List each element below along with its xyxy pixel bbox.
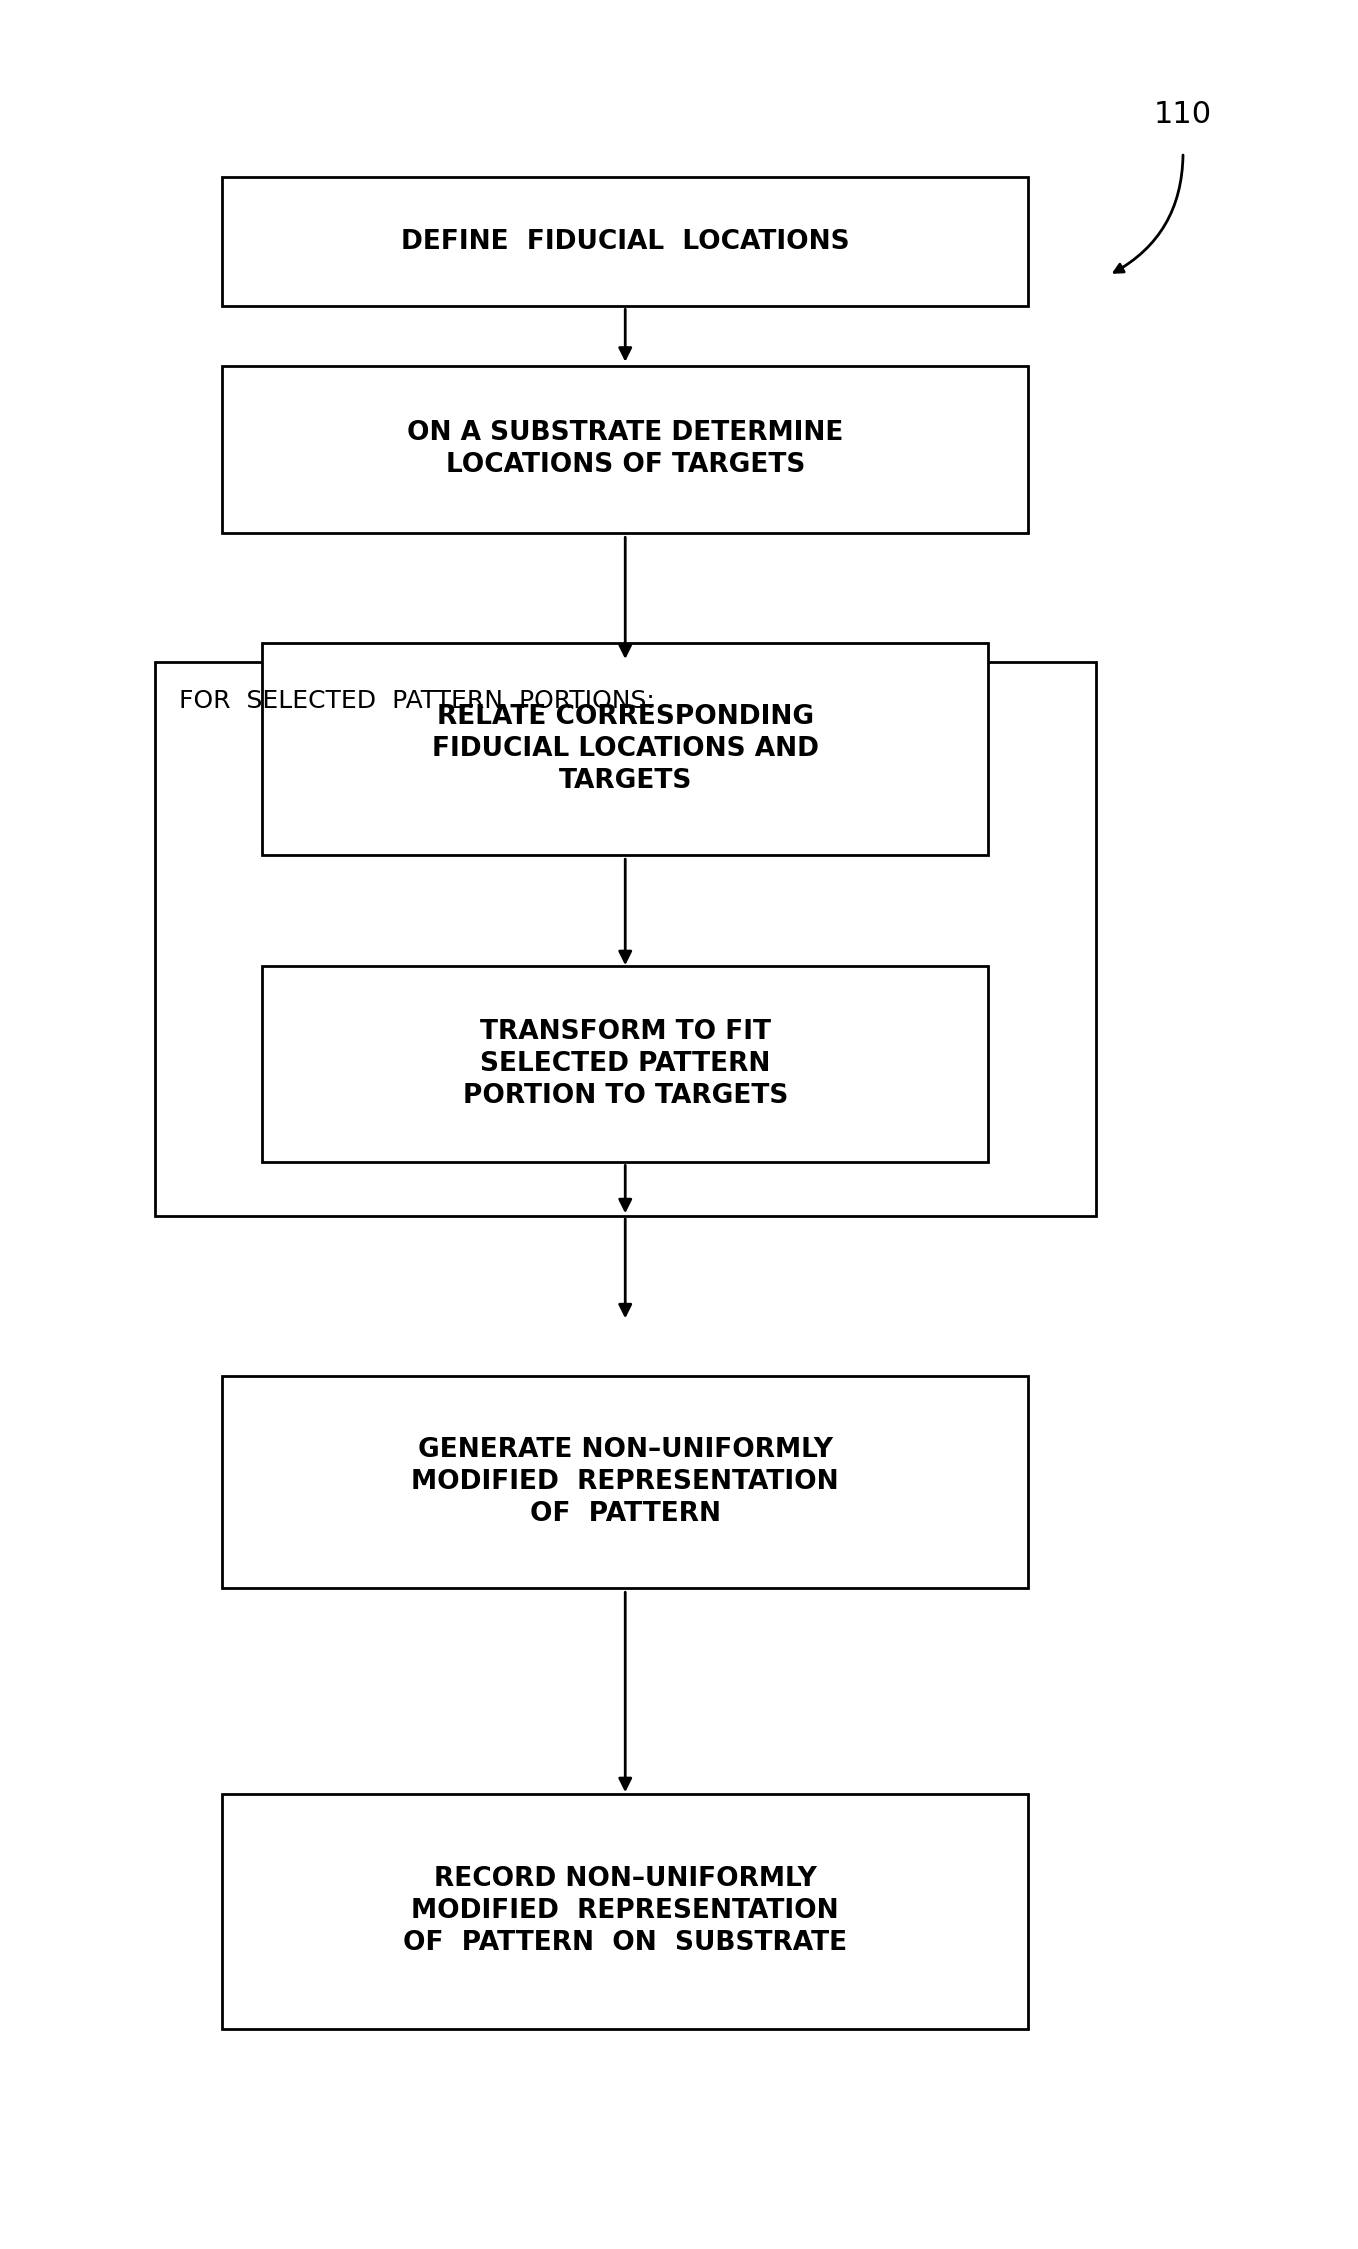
Text: RELATE CORRESPONDING
FIDUCIAL LOCATIONS AND
TARGETS: RELATE CORRESPONDING FIDUCIAL LOCATIONS … — [432, 704, 819, 794]
Text: 110: 110 — [1154, 99, 1213, 128]
Text: ON A SUBSTRATE DETERMINE
LOCATIONS OF TARGETS: ON A SUBSTRATE DETERMINE LOCATIONS OF TA… — [407, 421, 843, 479]
Bar — [221, 367, 1028, 533]
Bar — [221, 1795, 1028, 2029]
Text: FOR  SELECTED  PATTERN  PORTIONS:: FOR SELECTED PATTERN PORTIONS: — [179, 688, 655, 713]
Text: TRANSFORM TO FIT
SELECTED PATTERN
PORTION TO TARGETS: TRANSFORM TO FIT SELECTED PATTERN PORTIO… — [463, 1019, 788, 1109]
Bar — [155, 661, 1096, 1217]
Bar — [262, 965, 989, 1163]
Bar — [221, 1376, 1028, 1588]
Text: DEFINE  FIDUCIAL  LOCATIONS: DEFINE FIDUCIAL LOCATIONS — [401, 229, 850, 254]
Bar — [221, 178, 1028, 306]
Text: GENERATE NON–UNIFORMLY
MODIFIED  REPRESENTATION
OF  PATTERN: GENERATE NON–UNIFORMLY MODIFIED REPRESEN… — [411, 1437, 839, 1527]
Text: RECORD NON–UNIFORMLY
MODIFIED  REPRESENTATION
OF  PATTERN  ON  SUBSTRATE: RECORD NON–UNIFORMLY MODIFIED REPRESENTA… — [403, 1867, 847, 1957]
Bar — [262, 643, 989, 855]
